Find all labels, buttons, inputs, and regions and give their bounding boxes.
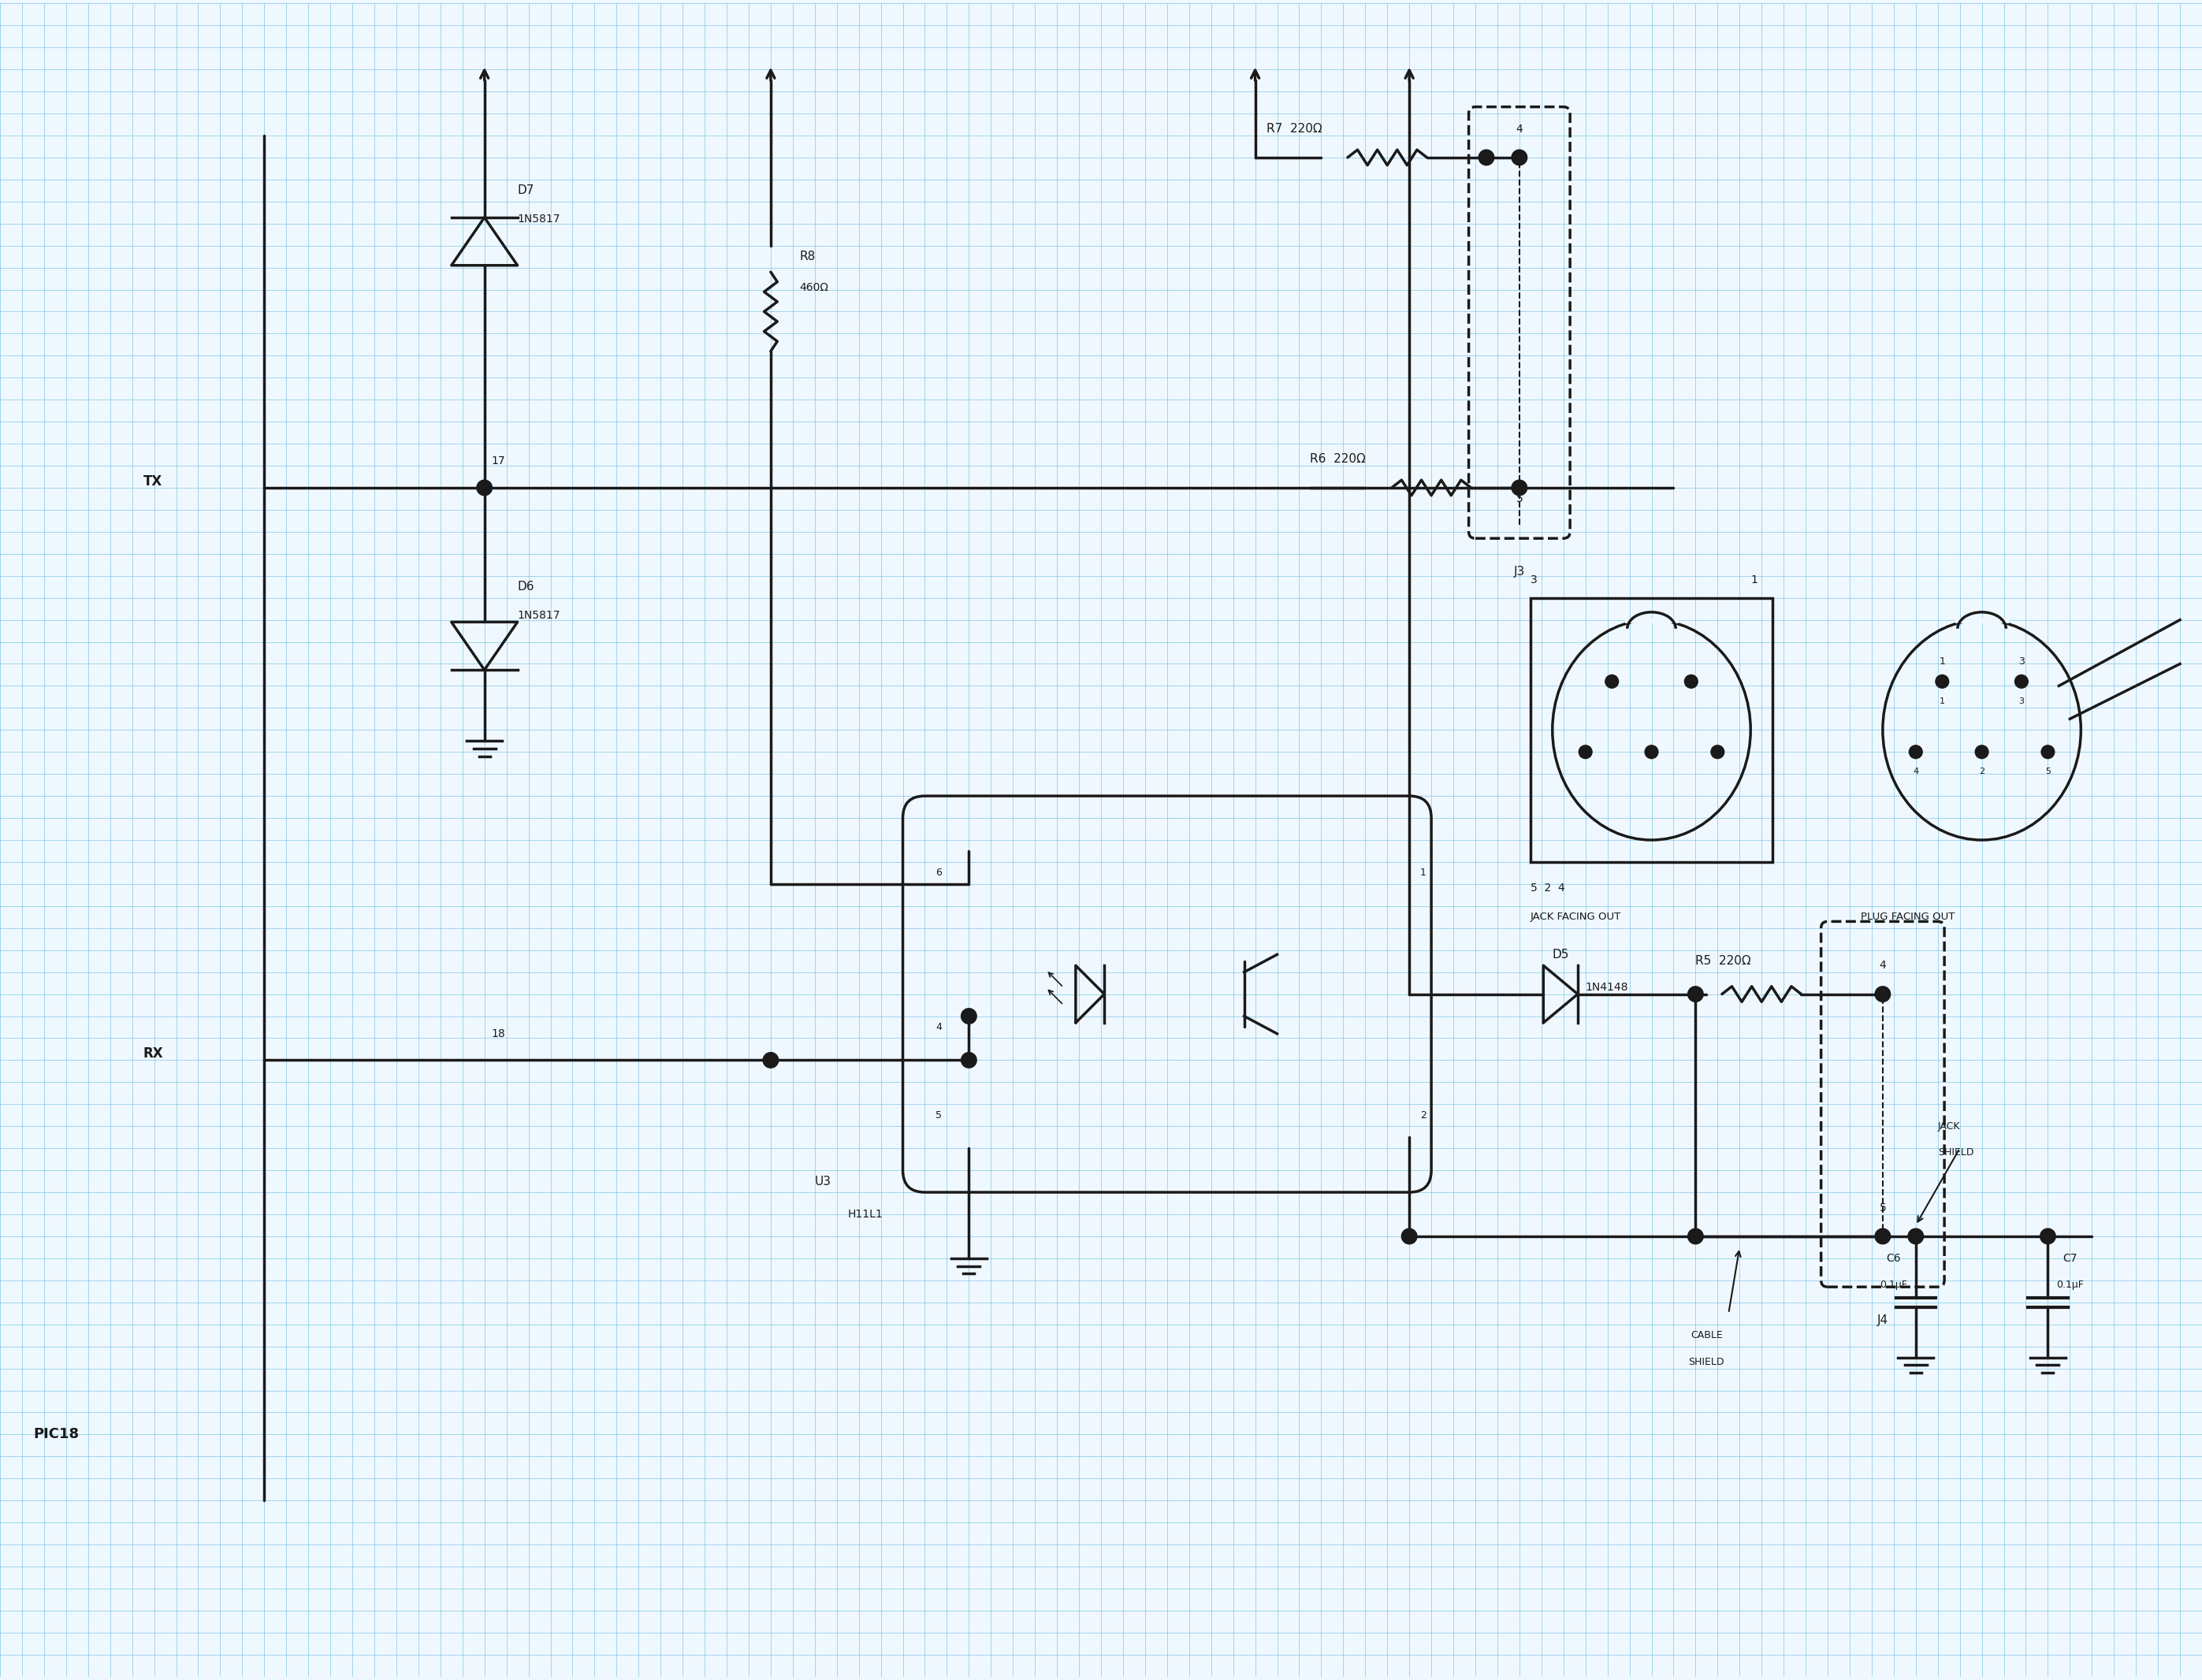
Text: R6  220Ω: R6 220Ω (1310, 454, 1365, 465)
Text: 5: 5 (1878, 1203, 1887, 1213)
Text: H11L1: H11L1 (848, 1210, 883, 1220)
Text: 4: 4 (936, 1021, 942, 1032)
Text: 3: 3 (2019, 657, 2024, 667)
Circle shape (1645, 746, 1658, 759)
Circle shape (1579, 746, 1592, 759)
Text: R7  220Ω: R7 220Ω (1266, 123, 1321, 134)
Text: 5: 5 (2046, 768, 2050, 776)
Circle shape (1687, 986, 1704, 1001)
Text: 1N5817: 1N5817 (517, 213, 562, 225)
Circle shape (2015, 675, 2028, 689)
Circle shape (1909, 746, 1922, 759)
Text: J4: J4 (1876, 1314, 1889, 1326)
Text: SHIELD: SHIELD (1938, 1147, 1973, 1158)
Text: 1: 1 (1940, 697, 1944, 706)
Text: 5: 5 (1515, 494, 1524, 504)
Circle shape (478, 480, 493, 496)
Text: 1: 1 (1420, 869, 1427, 879)
Text: C7: C7 (2063, 1253, 2076, 1263)
Circle shape (2039, 1228, 2057, 1243)
Bar (1530, 598, 1773, 862)
Text: D7: D7 (517, 185, 535, 197)
Circle shape (1907, 1228, 1925, 1243)
Text: JACK FACING OUT: JACK FACING OUT (1530, 912, 1621, 922)
Text: 18: 18 (491, 1028, 504, 1040)
Text: 0.1µF: 0.1µF (1881, 1280, 1907, 1290)
Text: 17: 17 (491, 455, 504, 467)
Circle shape (1605, 675, 1618, 689)
Text: J3: J3 (1513, 566, 1526, 578)
Text: 1: 1 (1751, 575, 1757, 586)
Text: 1N5817: 1N5817 (517, 610, 562, 622)
Text: D6: D6 (517, 581, 535, 593)
Text: 3: 3 (1530, 575, 1537, 586)
Text: C6: C6 (1887, 1253, 1900, 1263)
Circle shape (1511, 480, 1528, 496)
Circle shape (1936, 675, 1949, 689)
Circle shape (1685, 675, 1698, 689)
Circle shape (1687, 1228, 1704, 1243)
Text: 5  2  4: 5 2 4 (1530, 884, 1566, 894)
Text: RX: RX (143, 1047, 163, 1060)
Text: PIC18: PIC18 (33, 1428, 79, 1441)
Text: 1: 1 (1940, 657, 1944, 667)
Circle shape (1874, 986, 1889, 1001)
Text: 4: 4 (1914, 768, 1918, 776)
Circle shape (764, 1052, 780, 1068)
Circle shape (1874, 1228, 1889, 1243)
Circle shape (962, 1008, 978, 1023)
Circle shape (1975, 746, 1988, 759)
Text: 5: 5 (936, 1110, 942, 1121)
Circle shape (962, 1052, 978, 1068)
Text: SHIELD: SHIELD (1689, 1357, 1724, 1368)
Text: D5: D5 (1552, 949, 1570, 961)
Text: 4: 4 (1515, 123, 1524, 134)
Text: U3: U3 (815, 1176, 832, 1188)
Text: 2: 2 (1420, 1110, 1427, 1121)
Text: JACK: JACK (1938, 1121, 1960, 1131)
Circle shape (1480, 150, 1495, 165)
Text: CABLE: CABLE (1691, 1331, 1722, 1341)
Circle shape (1711, 746, 1724, 759)
Circle shape (1511, 150, 1528, 165)
Circle shape (1400, 1228, 1418, 1243)
Text: 460Ω: 460Ω (799, 282, 828, 292)
Text: R5  220Ω: R5 220Ω (1696, 956, 1751, 968)
Text: 1N4148: 1N4148 (1585, 983, 1629, 993)
Text: PLUG FACING OUT: PLUG FACING OUT (1861, 912, 1955, 922)
Text: 0.1µF: 0.1µF (2057, 1280, 2083, 1290)
Text: TX: TX (143, 474, 163, 489)
Text: R8: R8 (799, 250, 815, 262)
Text: 4: 4 (1878, 959, 1887, 971)
Text: 6: 6 (936, 869, 942, 879)
Circle shape (2041, 746, 2054, 759)
Text: 2: 2 (1980, 768, 1984, 776)
Text: 3: 3 (2019, 697, 2024, 706)
